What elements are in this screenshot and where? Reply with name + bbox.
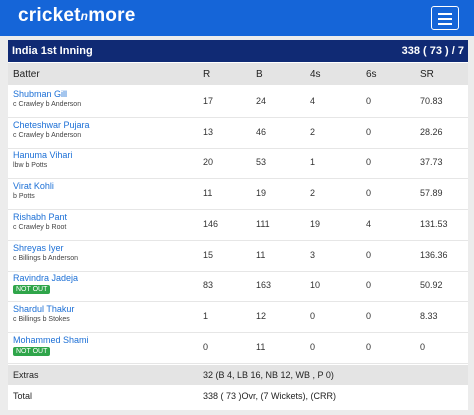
balls-cell: 111 (256, 218, 270, 229)
sixes-cell: 4 (366, 218, 372, 229)
strike-rate-cell: 136.36 (420, 249, 448, 260)
table-row: Shubman Gill c Crawley b Anderson 17 24 4 0 70… (8, 87, 468, 118)
strike-rate-cell: 70.83 (420, 96, 443, 106)
sixes-cell: 0 (366, 157, 372, 168)
table-row: Ravindra Jadeja NOT OUT 83 163 10 0 50.92 (8, 271, 468, 303)
dismissal-text: c Crawley b Anderson (13, 101, 82, 108)
batter-name-link[interactable]: Ravindra Jadeja (13, 273, 79, 284)
table-header: Batter R B 4s 6s SR (8, 63, 468, 85)
batter-name-link[interactable]: Shardul Thakur (13, 303, 75, 314)
table-row: Shardul Thakur c Billings b Stokes 1 12 0 0 8.… (8, 302, 468, 333)
logo-text-n: n (80, 9, 89, 23)
bottom-strip (0, 410, 474, 415)
hamburger-menu-icon[interactable] (431, 6, 459, 30)
logo-text-cricket: cricket (18, 5, 81, 26)
sixes-cell: 0 (366, 96, 372, 106)
runs-cell: 146 (203, 218, 219, 229)
fours-cell: 10 (310, 280, 321, 291)
balls-cell: 11 (256, 249, 266, 260)
balls-cell: 12 (256, 310, 267, 321)
batter-name-link[interactable]: Cheteshwar Pujara (13, 119, 90, 130)
runs-cell: 13 (203, 126, 214, 137)
strike-rate-cell: 50.92 (420, 280, 443, 291)
fours-cell: 4 (310, 96, 316, 106)
col-sixes: 6s (366, 69, 377, 80)
dismissal-text: b Potts (13, 193, 35, 201)
sixes-cell: 0 (366, 280, 372, 291)
dismissal-text: c Crawley b Anderson (13, 131, 82, 139)
batter-name-link[interactable]: Rishabh Pant (13, 211, 68, 222)
sixes-cell: 0 (366, 249, 372, 260)
runs-cell: 83 (203, 280, 214, 291)
logo-text-more: more (88, 5, 136, 26)
table-row: Cheteshwar Pujara c Crawley b Anderson 13 4… (8, 118, 468, 149)
total-value: 338 ( 73 )Ovr, (7 Wickets), (CRR) (203, 391, 337, 401)
top-navbar: cricketnmore (0, 0, 474, 36)
dismissal-text: lbw b Potts (13, 162, 48, 170)
not-out-badge: NOT OUT (13, 285, 51, 295)
strike-rate-cell: 131.53 (420, 218, 448, 229)
extras-label: Extras (13, 370, 39, 380)
dismissal-text: c Billings b Stokes (13, 315, 70, 323)
col-balls: B (256, 69, 263, 80)
batter-name-link[interactable]: Mohammed Shami (13, 334, 89, 345)
table-row: Rishabh Pant c Crawley b Root 146 111 19 4 131… (8, 210, 468, 241)
strike-rate-cell: 28.26 (420, 126, 443, 137)
sixes-cell: 0 (366, 341, 372, 352)
table-row: Mohammed Shami NOT OUT 0 11 0 0 0 (8, 333, 468, 364)
table-row: Hanuma Vihari lbw b Potts 20 53 1 0 37.73 (8, 148, 468, 180)
inning-score: 338 ( 73 ) / 7 (401, 45, 464, 57)
inning-title: India 1st Inning (12, 45, 93, 57)
strike-rate-cell: 8.33 (420, 310, 438, 321)
cricketnmore-logo[interactable]: cricketnmore (18, 5, 135, 27)
balls-cell: 19 (256, 188, 267, 199)
dismissal-text: c Crawley b Root (13, 223, 67, 231)
fours-cell: 2 (310, 188, 316, 199)
batter-name-link[interactable]: Hanuma Vihari (13, 150, 73, 161)
dismissal-text: c Billings b Anderson (13, 254, 78, 262)
sixes-cell: 0 (366, 310, 372, 321)
scorecard: India 1st Inning 338 ( 73 ) / 7 Batter R… (8, 40, 468, 410)
col-runs: R (203, 69, 211, 80)
runs-cell: 15 (203, 249, 214, 260)
col-batter: Batter (13, 69, 40, 80)
fours-cell: 0 (310, 341, 316, 352)
batter-name-link[interactable]: Shreyas Iyer (13, 242, 64, 253)
balls-cell: 163 (256, 280, 272, 291)
inning-header: India 1st Inning 338 ( 73 ) / 7 (8, 40, 468, 62)
runs-cell: 20 (203, 157, 214, 168)
not-out-badge: NOT OUT (13, 346, 51, 356)
total-row: Total 338 ( 73 )Ovr, (7 Wickets), (CRR) (8, 386, 468, 406)
fours-cell: 0 (310, 310, 316, 321)
sixes-cell: 0 (366, 126, 372, 137)
batter-name-link[interactable]: Virat Kohli (13, 181, 54, 192)
balls-cell: 46 (256, 126, 267, 137)
fours-cell: 3 (310, 249, 316, 260)
table-row: Virat Kohli b Potts 11 19 2 0 57.89 (8, 179, 468, 211)
extras-value: 32 (B 4, LB 16, NB 12, WB , P 0) (203, 370, 334, 380)
runs-cell: 17 (203, 96, 214, 106)
balls-cell: 24 (256, 96, 267, 106)
sixes-cell: 0 (366, 188, 372, 199)
strike-rate-cell: 0 (420, 341, 426, 352)
strike-rate-cell: 37.73 (420, 157, 443, 168)
runs-cell: 11 (203, 188, 213, 199)
table-row: Shreyas Iyer c Billings b Anderson 15 11 3 0 1… (8, 241, 468, 272)
col-fours: 4s (310, 69, 321, 80)
balls-cell: 11 (256, 341, 266, 352)
fours-cell: 2 (310, 126, 316, 137)
fours-cell: 19 (310, 218, 321, 229)
runs-cell: 1 (203, 310, 209, 321)
fours-cell: 1 (310, 157, 316, 168)
runs-cell: 0 (203, 341, 209, 352)
extras-row: Extras 32 (B 4, LB 16, NB 12, WB , P 0) (8, 365, 468, 385)
total-label: Total (13, 391, 33, 401)
batter-name-link[interactable]: Shubman Gill (13, 89, 68, 99)
balls-cell: 53 (256, 157, 267, 168)
col-strike-rate: SR (420, 69, 434, 80)
strike-rate-cell: 57.89 (420, 188, 443, 199)
